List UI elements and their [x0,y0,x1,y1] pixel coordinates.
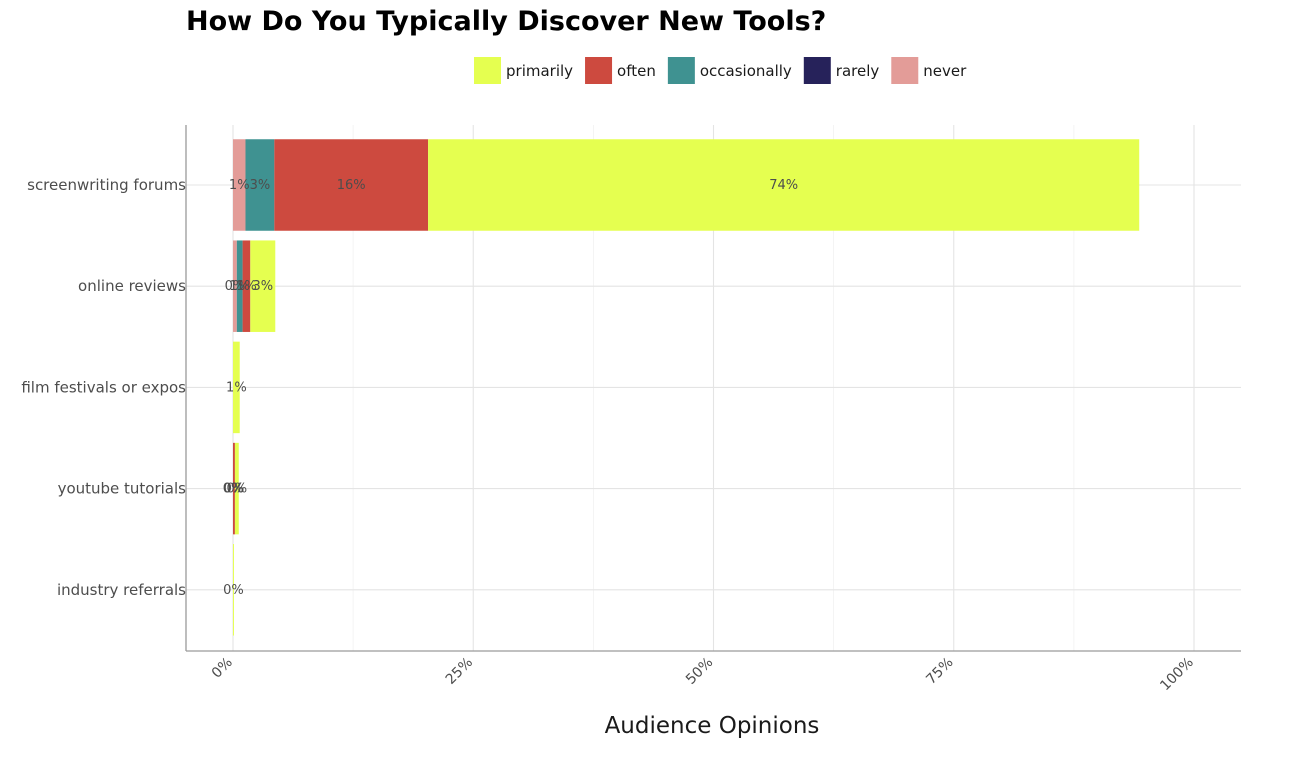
data-label: 0% [225,279,246,294]
legend-label: primarily [506,62,573,80]
legend: primarily often occasionally rarely never [474,57,967,84]
axes [185,125,1241,652]
data-label: 1% [229,178,250,193]
bar-segment [234,442,239,535]
legend-swatch [585,57,613,84]
legend-swatch [667,57,695,84]
legend-label: often [617,62,656,80]
legend-swatch [891,57,919,84]
legend-label: rarely [836,62,880,80]
bar-segment [274,139,429,231]
category-label: youtube tutorials [58,480,187,498]
data-label: 74% [769,178,798,193]
legend-swatch [803,57,831,84]
data-label: 3% [250,178,271,193]
category-label: online reviews [78,277,186,295]
data-label: 0% [223,482,244,497]
legend-label: never [923,62,967,80]
x-tick-label: 25% [443,655,476,688]
bars [233,139,1140,636]
x-tick-label: 75% [923,655,956,688]
data-label: 0% [223,583,244,598]
bar-segment [233,341,240,434]
x-axis-title: Audience Opinions [605,713,820,739]
bar-segment [245,139,275,231]
category-label: screenwriting forums [27,176,186,194]
bar-segment [233,139,246,231]
legend-label: occasionally [700,62,792,80]
legend-swatch [474,57,501,84]
x-tick-label: 100% [1157,655,1197,695]
x-tick-label: 50% [683,655,716,688]
x-tick-labels: 0% 25% 50% 75% 100% [209,655,1197,695]
data-labels: 1% 3% 16% 74%0%1%1%3%1%0%0%0%0% [223,178,798,598]
category-label: film festivals or expos [21,378,186,396]
category-labels: screenwriting forums online reviews film f… [21,176,186,599]
data-label: 16% [337,178,366,193]
data-label: 0% [227,482,248,497]
bar-segment [250,240,276,332]
chart-title: How Do You Typically Discover New Tools? [186,6,827,37]
data-label: 1% [226,380,247,395]
category-label: industry referrals [57,581,186,599]
bar-segment [242,240,251,332]
bar-segment [233,442,235,535]
bar-segment [233,240,237,332]
bar-segment [428,139,1140,231]
bar-segment [236,240,243,332]
x-tick-label: 0% [209,655,236,682]
data-label: 1% [229,279,250,294]
data-label: 1% [236,279,257,294]
data-label: 0% [224,482,245,497]
data-label: 3% [252,279,273,294]
bar-segment [233,544,234,636]
